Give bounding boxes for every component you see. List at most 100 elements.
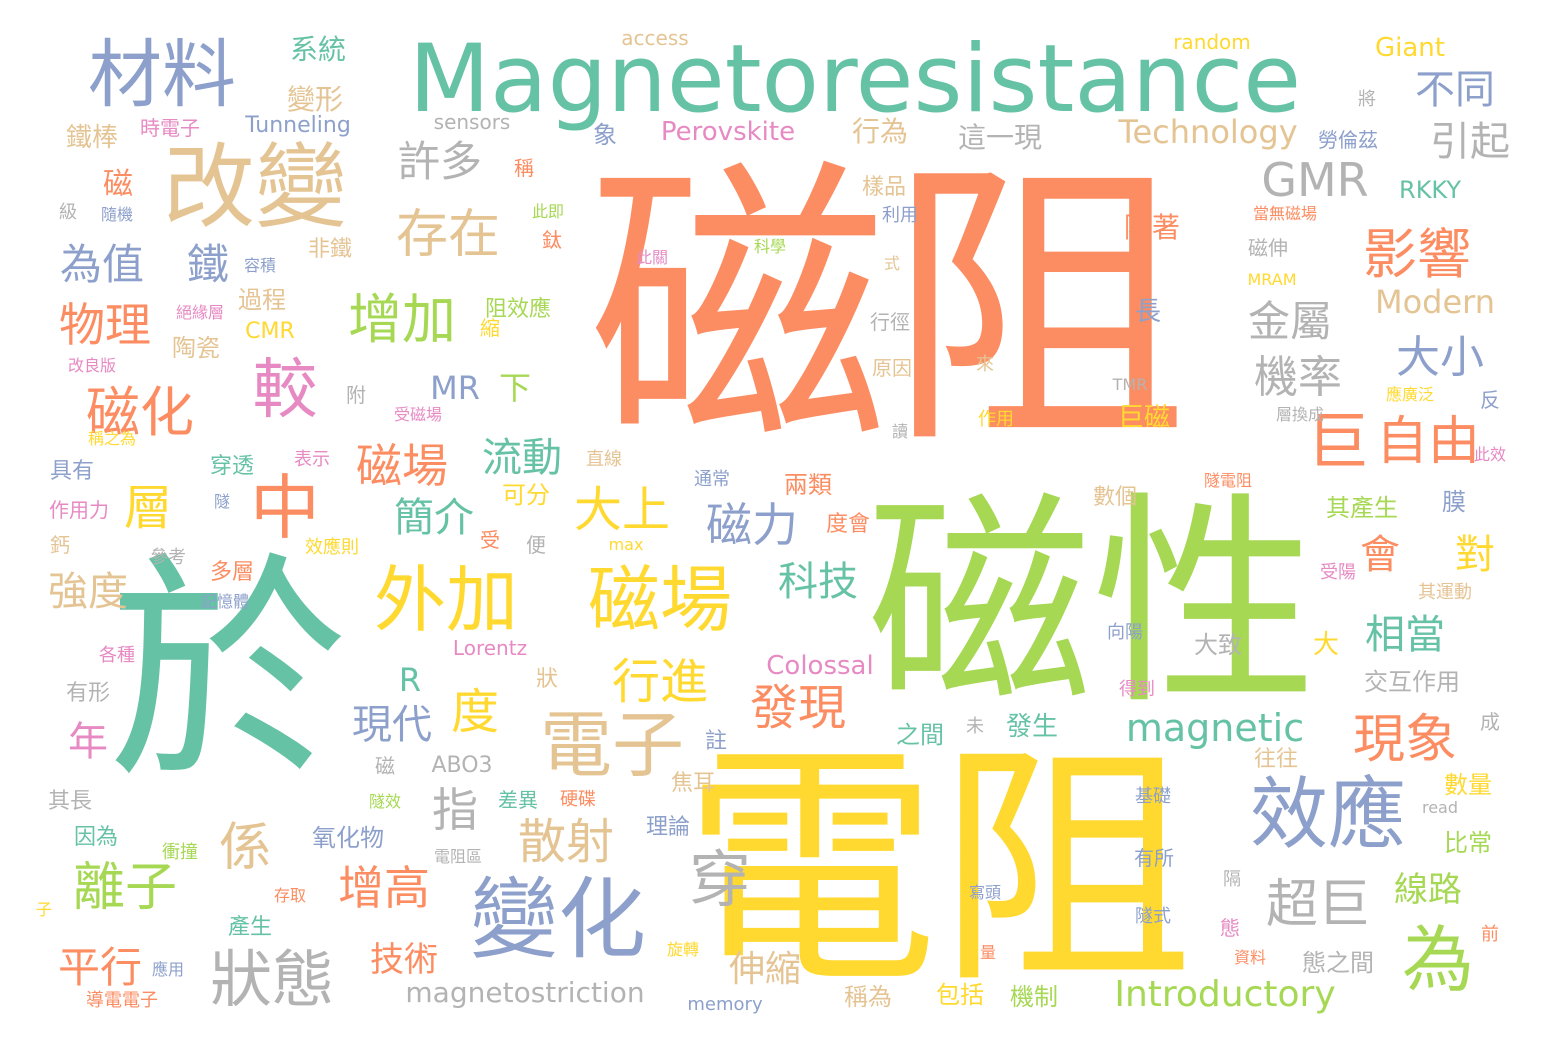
word: read [1421,798,1459,817]
word: 因為 [73,825,119,850]
word: 非鐵 [307,237,353,262]
word: 穿透 [209,454,255,479]
word: 下 [498,369,532,407]
word: Perovskite [660,117,796,147]
word: 作用 [978,409,1014,430]
word: 磁性 [867,473,1317,736]
word: 外加 [373,558,519,642]
word: 相當 [1365,612,1445,658]
word: 隧 [213,492,231,511]
word: 科學 [753,237,787,256]
word: 度 [450,684,500,740]
word: 附 [346,383,366,407]
word: 稱 [514,156,534,180]
word: 焦耳 [670,771,716,796]
word: MR [430,369,480,407]
word: 鈣 [50,533,70,557]
word: 可分 [502,481,550,509]
word: 氧化物 [312,824,384,852]
word: 應廣泛 [1385,385,1435,404]
word: 差異 [498,788,538,812]
word: 技術 [370,940,438,980]
word: Modern [1374,283,1496,321]
word: 鐵棒 [65,123,119,153]
word: 大小 [1396,332,1484,383]
word: 這一現 [957,121,1043,154]
word: 其長 [47,789,93,814]
word: 態之間 [1302,949,1374,977]
word: 指 [432,783,478,837]
word: 稱之為 [87,429,137,448]
word: Introductory [1114,974,1336,1015]
word: 膜 [1442,488,1466,516]
word: 強度 [48,569,128,615]
word: 子 [35,900,53,919]
word: 行為 [851,115,909,148]
word: 受磁場 [393,405,443,424]
word: 係 [218,818,272,878]
word: 變化 [469,868,647,971]
word: 狀 [535,667,559,692]
word: 行進 [611,654,709,710]
word: 註 [704,729,728,754]
word: RKKY [1399,176,1461,204]
word: 中 [250,467,320,549]
word: 鐵 [186,240,230,289]
word: 隧效 [368,792,402,811]
word: GMR [1261,153,1369,207]
word: 巨磁 [1117,403,1171,433]
word: 受 [480,528,500,552]
word: 離子 [72,858,178,918]
word: 反 [1480,388,1500,412]
word: 具有 [49,459,95,484]
word: 各種 [99,645,135,666]
word: 為值 [59,240,145,289]
word: 陶瓷 [172,334,220,362]
word: 絕緣層 [175,303,225,322]
word: 硬碟 [560,789,596,810]
word: 表示 [294,449,330,470]
word: 之間 [896,721,944,749]
word: 自由 [1375,412,1481,472]
word: 機制 [1010,983,1058,1011]
word: 磁場 [356,439,448,493]
word: Tunneling [245,113,351,138]
word: 基礎 [1135,786,1171,807]
word: memory [687,994,763,1015]
word: 往往 [1253,747,1299,772]
word: 此關 [635,248,669,267]
word: 機率 [1254,352,1342,403]
word: 金屬 [1247,297,1333,346]
word: 線路 [1394,870,1462,910]
word: 作用力 [49,498,109,522]
word: 隨著 [1123,211,1181,244]
word: 隧式 [1135,906,1171,927]
word: 直線 [586,449,622,470]
word: 成 [1480,710,1500,734]
word: Lorentz [452,636,528,660]
word: 隨機 [100,205,134,224]
word: 簡介 [394,495,474,541]
word: Colossal [766,651,874,681]
word: 流動 [482,435,562,481]
word: 縮 [480,316,500,340]
word: 於 [107,532,349,812]
word: 態 [1220,916,1240,940]
word: 當無磁場 [1252,204,1318,223]
word: 寫頭 [968,883,1002,902]
word: 隧電阻 [1203,471,1253,490]
word: 效應 [1249,770,1407,860]
word: 有所 [1134,846,1174,870]
word: 影響 [1363,223,1471,286]
word: 變形 [286,83,344,116]
word: 巨 [1306,405,1370,478]
word: max [608,535,644,554]
word: 對 [1455,532,1495,578]
word: 電子 [539,703,685,787]
word: 發生 [1005,712,1059,742]
word: 過程 [238,286,286,314]
word: 式 [883,254,901,273]
word: 現象 [1352,710,1458,770]
word: 磁 [103,167,133,202]
